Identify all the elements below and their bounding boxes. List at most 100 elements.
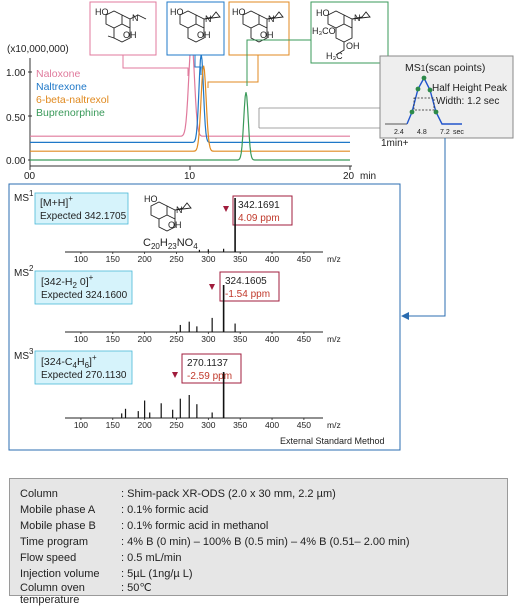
mz-tick-label: 150 <box>106 334 120 344</box>
ms3-spectrum <box>121 372 225 418</box>
ms1-ion-label: [M+H]+ <box>40 194 73 209</box>
inset-x-tick: 2.4 <box>394 129 404 136</box>
mz-tick-label: 150 <box>106 420 120 430</box>
inset-x-tick: 7.2 <box>440 129 450 136</box>
mz-tick-label: 300 <box>201 420 215 430</box>
structure-oh-label: OH <box>123 30 137 40</box>
structure-h3co-label: H₃CO <box>312 26 336 36</box>
mz-tick-label: 100 <box>74 334 88 344</box>
mz-tick-label: 400 <box>265 420 279 430</box>
ms2-ion-label: [342-H2 0]+ <box>41 273 94 290</box>
ms1-tick-labels: 100 150 200 250 300 350 400 450 <box>74 252 311 264</box>
mz-tick-label: 450 <box>297 254 311 264</box>
condition-value: : 0.1% formic acid <box>121 504 209 516</box>
mz-tick-label: 250 <box>169 420 183 430</box>
6-beta-naltrexol-leader-line <box>207 55 259 88</box>
ms2-tick-labels: 100 150 200 250 300 350 400 450 <box>74 332 311 344</box>
mz-tick-label: 100 <box>74 420 88 430</box>
mz-tick-label: 100 <box>74 254 88 264</box>
ms1-label: MS1 <box>14 189 34 204</box>
mz-tick-label: 300 <box>201 254 215 264</box>
structure-naltrexone: HO OH N <box>166 1 225 56</box>
structure-n-label: N <box>205 14 212 24</box>
condition-value: : 5µL (1ng/µ L) <box>121 568 193 580</box>
structure-oh-label: OH <box>260 30 274 40</box>
structure-oh-label: OH <box>346 41 360 51</box>
ms1-scan-points-inset: MS1(scan points) Half Height Peak Width:… <box>258 55 514 149</box>
ms3-mz-unit: m/z <box>327 420 341 430</box>
legend-naloxone: Naloxone <box>36 68 81 80</box>
ms3-peak-marker <box>172 372 178 378</box>
inset-x-tick: 4.8 <box>417 129 427 136</box>
inset-to-ms-arrow <box>401 138 446 320</box>
structure-ho-label: HO <box>95 7 109 17</box>
chromatogram-trace-6-beta-naltrexol <box>30 65 350 152</box>
y-tick-label: 0.00 <box>6 156 26 167</box>
inset-corner-label: 1min+ <box>381 138 409 149</box>
ms3-ion-box <box>34 350 133 385</box>
ms2-peak-marker <box>209 284 215 290</box>
mz-tick-label: 250 <box>169 254 183 264</box>
ms1-measured-mz: 342.1691 <box>238 200 280 211</box>
ms1-structure-n-label: N <box>176 205 183 215</box>
structure-ho-label: HO <box>170 7 184 17</box>
structure-ho-label: HO <box>316 8 330 18</box>
condition-value: : 0.5 mL/min <box>121 552 182 564</box>
condition-value: : 4% B (0 min) – 100% B (0.5 min) – 4% B… <box>121 536 410 548</box>
condition-key: Column oven temperature <box>20 582 85 606</box>
y-tick-label: 0.50 <box>6 113 26 124</box>
ms1-mz-unit: m/z <box>327 254 341 264</box>
structure-naloxone: HO OH N <box>89 1 157 56</box>
ms-panel-frame <box>8 183 401 451</box>
ms1-structure-oh-label: OH <box>168 220 182 230</box>
legend-buprenorphine: Buprenorphine <box>36 107 105 119</box>
structure-6-beta-naltrexol: HO OH N <box>228 1 290 56</box>
mz-tick-label: 200 <box>138 254 152 264</box>
ms3-result-box <box>181 353 242 384</box>
method-label: External Standard Method <box>280 436 385 446</box>
x-tick-label: 00 <box>24 171 36 182</box>
mz-tick-label: 200 <box>138 334 152 344</box>
mz-tick-label: 400 <box>265 334 279 344</box>
mz-tick-label: 300 <box>201 334 215 344</box>
ms3-expected: Expected 270.1130 <box>41 370 127 381</box>
x-tick-label: 10 <box>184 171 196 182</box>
ms1-ion-box <box>34 192 129 225</box>
ms1-result-box <box>232 195 293 226</box>
condition-value: : Shim-pack XR-ODS (2.0 x 30 mm, 2.2 µm) <box>121 488 336 500</box>
mz-tick-label: 150 <box>106 254 120 264</box>
ms2-spectrum <box>179 285 236 332</box>
mz-tick-label: 450 <box>297 420 311 430</box>
condition-key: Mobile phase B <box>20 520 96 532</box>
condition-key: Injection volume <box>20 568 100 580</box>
structure-n-label: N <box>268 14 275 24</box>
legend-naltrexone: Naltrexone <box>36 81 87 93</box>
ms2-expected: Expected 324.1600 <box>41 290 128 301</box>
ms3-ion-label: [324-C4H6]+ <box>41 353 97 370</box>
ms2-measured-mz: 324.1605 <box>225 276 267 287</box>
ms2-label: MS2 <box>14 264 34 279</box>
mz-tick-label: 350 <box>233 334 247 344</box>
inset-x-unit: sec <box>453 129 464 136</box>
structure-ho-label: HO <box>232 7 246 17</box>
y-tick-label: 1.00 <box>6 68 26 79</box>
mz-tick-label: 450 <box>297 334 311 344</box>
ms3-ppm-error: -2.59 ppm <box>187 371 232 382</box>
structure-buprenorphine: HO H₃CO OH H₃C N <box>310 1 389 64</box>
naltrexone-leader-line <box>194 55 202 75</box>
condition-key: Mobile phase A <box>20 504 96 516</box>
mz-tick-label: 250 <box>169 334 183 344</box>
inset-peak-label-line1: Half Height Peak <box>432 83 508 94</box>
condition-key: Time program <box>20 536 89 548</box>
structure-n-label: N <box>132 13 139 23</box>
ms2-ion-box <box>34 270 133 305</box>
ms1-structure <box>150 201 192 232</box>
ms1-ppm-error: 4.09 ppm <box>238 213 280 224</box>
buprenorphine-leader-line <box>246 39 311 86</box>
structure-n-label: N <box>354 13 361 23</box>
chromatogram-trace-buprenorphine <box>30 92 350 161</box>
ms2-result-box <box>219 271 280 302</box>
inset-title: MS1(scan points) <box>405 62 485 74</box>
condition-key: Column <box>20 488 58 500</box>
